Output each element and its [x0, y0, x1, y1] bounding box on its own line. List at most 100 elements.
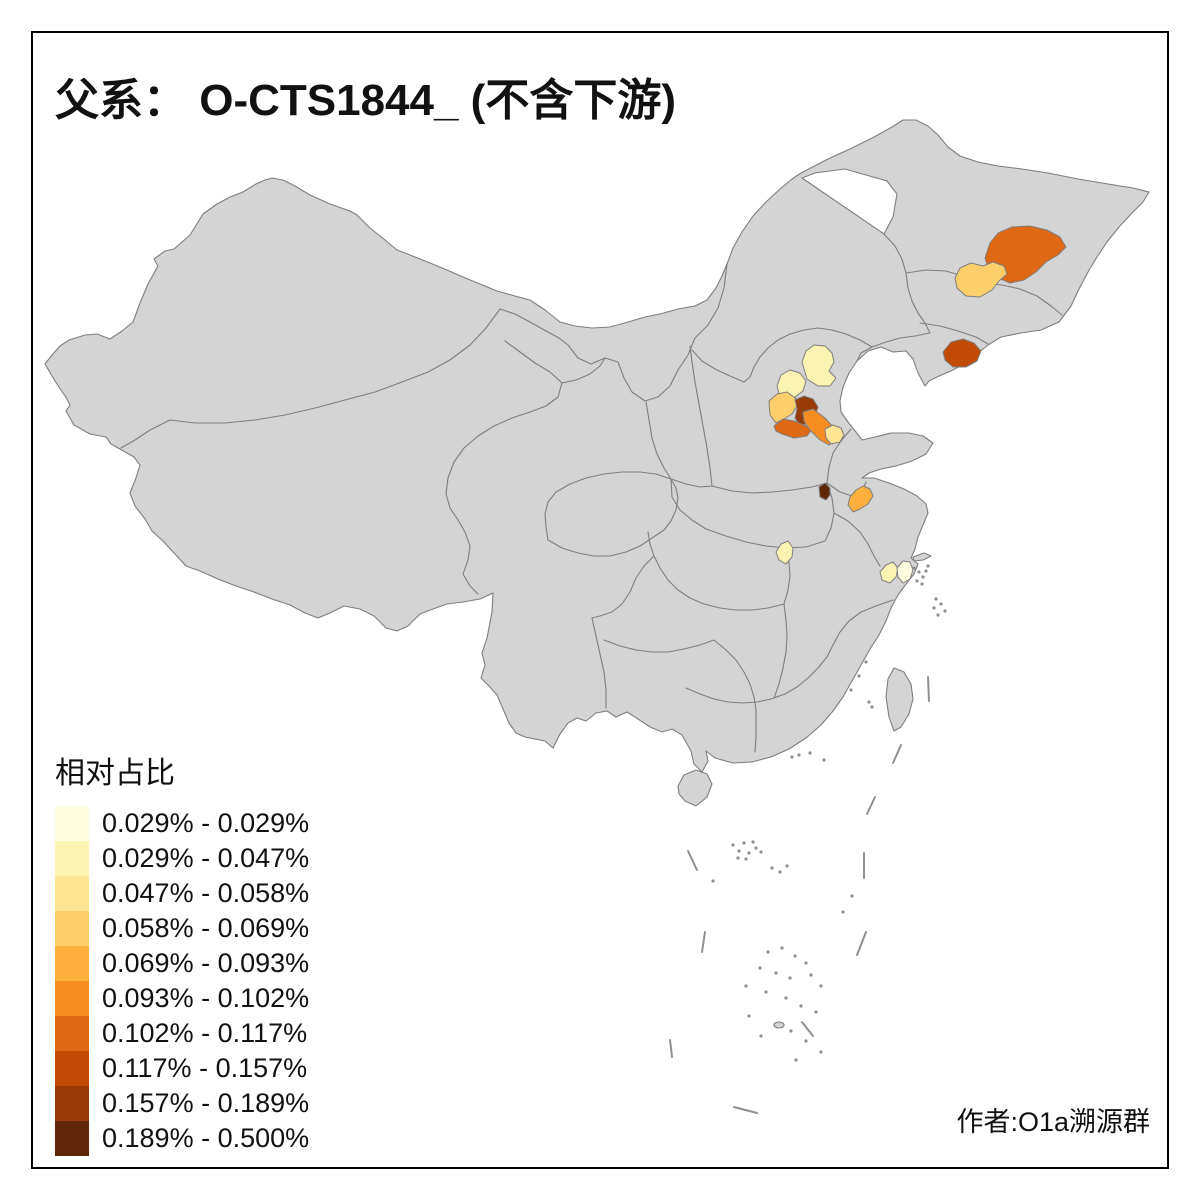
- island-speck: [737, 849, 741, 853]
- region-suzhou: [896, 560, 914, 584]
- legend-swatch: [55, 946, 89, 981]
- island-speck: [915, 579, 919, 583]
- plot-frame: [31, 31, 1169, 1169]
- region-dezhou: [824, 424, 845, 445]
- island-speck: [736, 856, 740, 860]
- mongolia-notch: [800, 168, 898, 235]
- taiwan-island: [885, 667, 914, 732]
- legend-label: 0.093% - 0.102%: [102, 983, 310, 1013]
- legend-label: 0.102% - 0.117%: [102, 1018, 308, 1048]
- legend-label: 0.058% - 0.069%: [102, 913, 310, 943]
- region-puyang: [818, 482, 831, 501]
- legend-label: 0.117% - 0.157%: [102, 1053, 308, 1083]
- region-central-pale: [775, 540, 794, 565]
- small-island-specks: [711, 564, 947, 1062]
- island-speck: [794, 1058, 798, 1062]
- island-speck: [758, 966, 762, 970]
- island-speck: [808, 751, 812, 755]
- island-speck: [789, 1029, 793, 1033]
- island-speck: [932, 606, 936, 610]
- island-speck: [731, 843, 735, 847]
- island-speck: [774, 971, 778, 975]
- island-speck: [744, 984, 748, 988]
- legend-item: 0.058% - 0.069%: [55, 911, 309, 946]
- island-speck: [850, 894, 854, 898]
- legend-items: 0.029% - 0.029% 0.029% - 0.047% 0.047% - 0…: [55, 806, 309, 1156]
- region-beijing: [801, 344, 837, 387]
- island-speck: [841, 910, 845, 914]
- legend-swatch: [55, 1051, 89, 1086]
- island-speck: [936, 613, 940, 617]
- legend-title: 相对占比: [55, 757, 175, 790]
- mainland-china-outline: [44, 119, 1150, 773]
- island-speck: [804, 1039, 808, 1043]
- legend-label: 0.069% - 0.093%: [102, 948, 310, 978]
- island-speck: [926, 564, 930, 568]
- province-borders: [120, 233, 1063, 753]
- legend-item: 0.029% - 0.029%: [55, 806, 309, 841]
- highlighted-regions: [768, 225, 1067, 584]
- island-speck: [857, 674, 861, 678]
- island-speck: [759, 850, 763, 854]
- island-speck: [742, 841, 746, 845]
- island-speck: [849, 688, 853, 692]
- island-speck: [788, 976, 792, 980]
- hainan-island: [677, 769, 713, 807]
- island-speck: [784, 996, 788, 1000]
- region-baoding: [768, 391, 798, 424]
- island-speck: [920, 582, 924, 586]
- nine-dash-line: [669, 676, 930, 1114]
- legend-label: 0.157% - 0.189%: [102, 1088, 310, 1118]
- page-title: 父系： O-CTS1844_ (不含下游): [55, 76, 676, 125]
- attribution-text: 作者:O1a溯源群: [956, 1107, 1150, 1137]
- legend-swatch: [55, 876, 89, 911]
- legend-label: 0.047% - 0.058%: [102, 878, 310, 908]
- island-speck: [809, 973, 813, 977]
- island-speck: [790, 755, 794, 759]
- island-speck: [814, 1010, 818, 1014]
- island-speck: [766, 950, 770, 954]
- island-speck: [744, 857, 748, 861]
- island-speck: [870, 705, 874, 709]
- legend-item: 0.157% - 0.189%: [55, 1086, 309, 1121]
- legend-item: 0.093% - 0.102%: [55, 981, 309, 1016]
- island-speck: [921, 575, 925, 579]
- chongming-island: [912, 552, 932, 562]
- island-speck: [751, 840, 755, 844]
- legend-item: 0.117% - 0.157%: [55, 1051, 309, 1086]
- island-speck: [747, 851, 751, 855]
- legend-label: 0.189% - 0.500%: [102, 1123, 310, 1153]
- legend-item: 0.189% - 0.500%: [55, 1121, 309, 1156]
- legend-item: 0.047% - 0.058%: [55, 876, 309, 911]
- region-dandong: [942, 338, 982, 368]
- region-xingtai: [773, 418, 813, 439]
- island-speck: [822, 758, 826, 762]
- region-jining: [847, 485, 874, 513]
- island-speck: [917, 570, 921, 574]
- island-speck: [778, 870, 782, 874]
- legend-label: 0.029% - 0.047%: [102, 843, 310, 873]
- south-sea-islet: [773, 1021, 785, 1029]
- legend-swatch: [55, 911, 89, 946]
- island-speck: [939, 602, 943, 606]
- legend-swatch: [55, 981, 89, 1016]
- legend-swatch: [55, 1121, 89, 1156]
- island-speck: [943, 609, 947, 613]
- legend-item: 0.029% - 0.047%: [55, 841, 309, 876]
- island-speck: [780, 946, 784, 950]
- legend-item: 0.102% - 0.117%: [55, 1016, 309, 1051]
- island-speck: [804, 961, 808, 965]
- island-speck: [864, 660, 868, 664]
- island-speck: [759, 1034, 763, 1038]
- island-speck: [747, 1014, 751, 1018]
- legend-label: 0.029% - 0.029%: [102, 808, 310, 838]
- island-speck: [924, 569, 928, 573]
- island-speck: [754, 846, 758, 850]
- legend-swatch: [55, 841, 89, 876]
- island-speck: [785, 864, 789, 868]
- island-speck: [934, 597, 938, 601]
- island-speck: [912, 566, 916, 570]
- legend-swatch: [55, 806, 89, 841]
